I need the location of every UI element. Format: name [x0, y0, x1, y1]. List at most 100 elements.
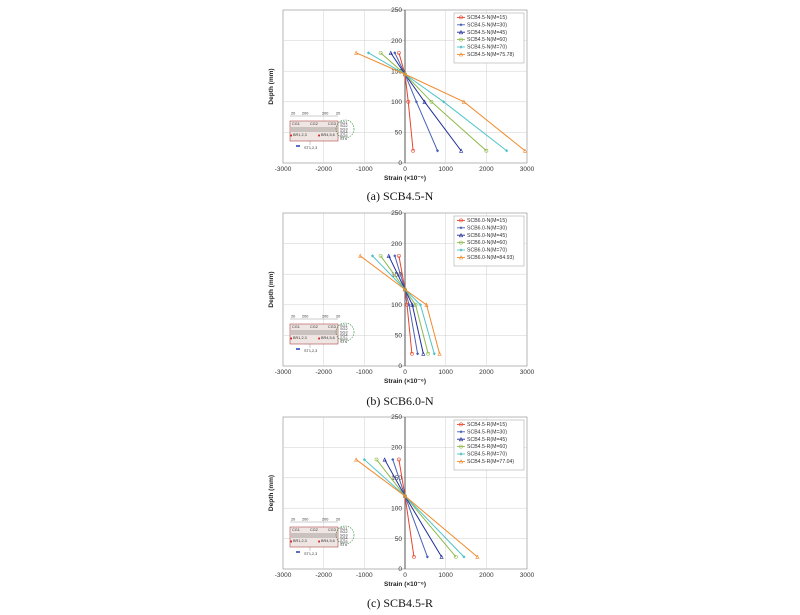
legend-label: SCB6.0-N(M=70)	[467, 248, 507, 254]
legend-marker	[458, 436, 464, 442]
legend-marker	[458, 232, 464, 238]
series-line	[398, 255, 413, 354]
figure-caption: (b) SCB6.0-N	[366, 394, 434, 408]
legend-marker	[459, 248, 463, 252]
x-tick-label: 0	[403, 166, 407, 173]
y-tick-label: 0	[398, 363, 402, 370]
data-point	[429, 99, 434, 104]
cross-section-inset: 20 200 200 20 CG1 CG2 CG3 BR1,2,3 BR4,5,6 ST1,2,3…	[289, 112, 355, 150]
legend-box	[453, 215, 525, 267]
series-line	[388, 255, 424, 354]
x-tick-label: 3000	[520, 369, 535, 376]
data-point	[354, 457, 359, 462]
data-point	[439, 554, 444, 559]
gauge-label: CG1	[292, 122, 300, 126]
series-line	[380, 255, 429, 354]
gauge-label: CG2	[310, 122, 318, 126]
legend-label: SCB4.5-N(M=30)	[467, 22, 507, 28]
x-tick-label: 2000	[479, 572, 494, 579]
data-point	[366, 51, 370, 55]
data-point	[402, 493, 408, 498]
x-tick-label: 0	[403, 572, 407, 579]
rebar-gauge-label: BR1,2,3	[293, 133, 307, 137]
legend-marker	[459, 240, 463, 245]
strain-gauge-label: ST4	[340, 340, 347, 344]
data-point	[410, 351, 414, 356]
strain-gauge-label: SG1	[340, 121, 348, 125]
data-point	[362, 457, 366, 462]
data-point	[386, 253, 391, 258]
series-line	[355, 52, 526, 152]
dimension-label: 200	[322, 315, 328, 319]
legend-label: SCB4.5-R(M=45)	[467, 437, 507, 443]
data-point	[421, 351, 426, 356]
x-tick-label: 3000	[520, 166, 535, 173]
data-point	[418, 303, 423, 307]
x-tick-label: -2000	[315, 166, 332, 173]
y-tick-label: 50	[395, 333, 403, 340]
data-point	[358, 253, 363, 258]
steel-gauge-label: ST1,2,3	[304, 146, 317, 150]
series-line	[359, 255, 441, 354]
legend-label: SCB4.5-N(M=70)	[467, 45, 507, 51]
gauge-label: CG3	[328, 325, 336, 329]
legend-label: SCB4.5-R(M=70)	[467, 452, 507, 458]
data-point	[475, 554, 480, 559]
legend-marker	[459, 422, 463, 427]
dimension-label: 200	[302, 518, 308, 522]
strain-gauge-label: SG2	[340, 327, 348, 331]
data-point	[416, 352, 420, 356]
y-tick-label: 0	[398, 566, 402, 573]
gauge-label: CG3	[328, 528, 336, 532]
series-line	[372, 255, 435, 354]
data-point	[462, 555, 466, 559]
strain-gauge-label: SG3	[340, 127, 348, 131]
x-tick-label: 1000	[438, 166, 453, 173]
strain-gauge-label: SG3	[340, 330, 348, 334]
gauge-label: CG2	[310, 325, 318, 329]
detail-circle	[335, 525, 355, 545]
legend-label: SCB4.5-R(M=30)	[467, 429, 507, 435]
dimension-label: 20	[291, 518, 295, 522]
legend-label: SCB6.0-N(M=84.93)	[467, 255, 514, 261]
legend-marker	[459, 45, 463, 49]
data-point	[407, 303, 411, 307]
x-tick-label: -1000	[356, 369, 373, 376]
y-tick-label: 0	[398, 160, 402, 167]
y-tick-label: 150	[391, 271, 402, 278]
rebar-gauge-marker	[318, 540, 320, 543]
y-tick-label: 50	[395, 130, 403, 137]
slab-core	[291, 330, 337, 335]
y-tick-label: 50	[395, 536, 403, 543]
data-point	[453, 554, 458, 559]
data-point	[426, 351, 431, 356]
rebar-gauge-label: BR4,5,6	[321, 539, 335, 543]
strain-gauge-label: SG5	[340, 540, 348, 544]
legend-box	[453, 12, 525, 64]
data-point	[414, 100, 418, 104]
strain-gauge-label: SG1	[340, 324, 348, 328]
dimension-label: 200	[302, 112, 308, 116]
rebar-gauge-label: BR4,5,6	[321, 336, 335, 340]
data-point	[410, 302, 415, 307]
steel-marker	[296, 145, 300, 147]
legend-label: SCB4.5-R(M=15)	[467, 422, 507, 428]
data-point	[378, 50, 383, 55]
legend-label: SCB4.5-R(M=60)	[467, 444, 507, 450]
y-tick-label: 150	[391, 475, 402, 482]
data-point	[370, 254, 375, 258]
dimension-label: 20	[291, 112, 295, 116]
slab-core	[291, 127, 337, 132]
data-point	[388, 50, 393, 55]
strain-gauge-label: SG5	[340, 134, 348, 138]
data-point	[411, 148, 416, 153]
legend-marker	[459, 452, 463, 456]
legend-marker	[459, 444, 463, 449]
figure-caption: (a) SCB4.5-N	[367, 189, 434, 203]
steel-gauge-label: ST1,2,3	[304, 552, 317, 556]
series-line	[380, 52, 487, 152]
x-tick-label: 1000	[438, 369, 453, 376]
data-point	[461, 99, 467, 104]
y-tick-label: 250	[391, 210, 402, 217]
data-point	[413, 302, 418, 307]
